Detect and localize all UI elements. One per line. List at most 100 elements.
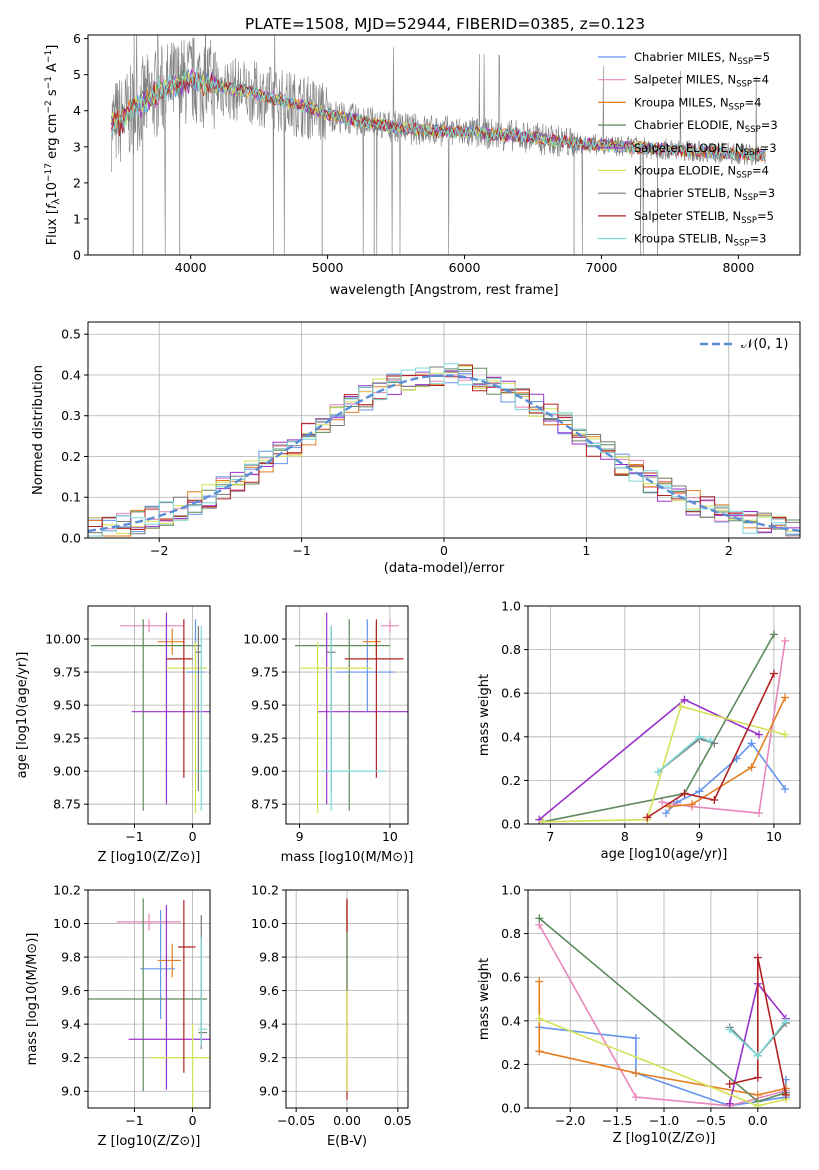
y-tick-label: 9.00 xyxy=(251,764,279,779)
x-tick-label: 7 xyxy=(546,829,554,844)
data-point xyxy=(755,730,764,739)
y-tick-label: 10.2 xyxy=(251,883,279,898)
x-tick-label: 8 xyxy=(621,829,629,844)
legend: Chabrier MILES, NSSP=5 Salpeter MILES, NS… xyxy=(598,50,778,249)
data-point xyxy=(747,739,756,748)
axes-frame xyxy=(87,34,801,256)
y-tick-label: 9.4 xyxy=(259,1017,279,1032)
y-tick-label: 9.6 xyxy=(61,983,81,998)
plot-area xyxy=(295,612,408,814)
mass-weight-line-6 xyxy=(542,705,786,823)
histogram-8 xyxy=(88,364,800,536)
x-tick-label: −2.0 xyxy=(555,1113,585,1128)
legend-entry: Salpeter ELODIE, NSSP=3 xyxy=(634,141,777,158)
data-point xyxy=(631,1093,640,1102)
x-axis-label: Z [log10(Z/Z⊙)] xyxy=(98,1134,201,1149)
panel-age_vs_mass: 9 10 8.75 9.00 9.25 9.50 9.75 10.00 mass [log10(… xyxy=(243,605,414,865)
data-point xyxy=(781,730,790,739)
x-tick-label: −2 xyxy=(150,543,168,558)
x-tick-label: 0 xyxy=(189,829,197,844)
axes-frame xyxy=(527,605,801,825)
y-tick-label: 4 xyxy=(73,103,81,118)
x-tick-label: 6000 xyxy=(449,260,481,275)
x-tick-label: 0.05 xyxy=(384,1113,412,1128)
y-tick-label: 9.0 xyxy=(259,1084,279,1099)
data-point xyxy=(695,732,704,741)
panel-mass_weight_vs_age: 7 8 9 10 0.0 0.2 0.4 0.6 0.8 1.0 age [log10(age/yr… xyxy=(477,599,801,862)
y-tick-label: 0.1 xyxy=(61,490,81,505)
data-point xyxy=(643,813,652,822)
legend-entry: Chabrier MILES, NSSP=5 xyxy=(634,50,770,67)
y-tick-label: 9.75 xyxy=(53,665,81,680)
x-tick-label: −1 xyxy=(292,543,310,558)
axes-frame xyxy=(87,605,211,825)
data-point xyxy=(676,702,685,711)
mass-weight-line-8 xyxy=(646,673,775,819)
legend-entry: 𝒩(0, 1) xyxy=(741,337,788,352)
y-tick-label: 10.0 xyxy=(251,916,279,931)
x-axis-label: E(B-V) xyxy=(327,1134,367,1149)
y-axis-label: mass weight xyxy=(477,958,492,1040)
data-point xyxy=(535,914,544,923)
y-tick-label: 0.2 xyxy=(501,773,521,788)
mass-weight-line-3 xyxy=(538,981,787,1096)
y-tick-label: 9.50 xyxy=(251,698,279,713)
x-axis-label: mass [log10(M/M⊙)] xyxy=(281,850,414,865)
data-point xyxy=(706,737,715,746)
plot-area xyxy=(88,363,800,537)
y-tick-label: 0 xyxy=(73,248,81,263)
y-axis-label: mass [log10(M/M⊙)] xyxy=(25,933,40,1066)
legend-entry: Kroupa STELIB, NSSP=3 xyxy=(634,232,766,249)
data-point xyxy=(661,809,670,818)
y-tick-label: 0.6 xyxy=(501,970,521,985)
y-tick-label: 0.6 xyxy=(501,686,521,701)
data-point xyxy=(535,1014,544,1023)
x-axis-label: Z [log10(Z/Z⊙)] xyxy=(613,1131,716,1146)
x-tick-label: 7000 xyxy=(586,260,618,275)
data-point xyxy=(710,796,719,805)
y-tick-label: 1.0 xyxy=(501,599,521,614)
x-tick-label: −0.05 xyxy=(277,1113,315,1128)
x-tick-label: 1 xyxy=(582,543,590,558)
x-tick-label: 0.00 xyxy=(333,1113,361,1128)
panel-mass_vs_ebv: −0.05 0.00 0.05 9.0 9.2 9.4 9.6 9.8 10.0 10.2 E(B-… xyxy=(251,883,412,1150)
data-point xyxy=(781,1016,790,1025)
y-tick-label: 8.75 xyxy=(53,797,81,812)
x-tick-label: 4000 xyxy=(175,260,207,275)
axes-frame xyxy=(285,889,409,1109)
x-axis-label: age [log10(age/yr)] xyxy=(601,847,728,862)
x-tick-label: −0.5 xyxy=(696,1113,726,1128)
y-tick-label: 9.8 xyxy=(259,950,279,965)
y-tick-label: 9.25 xyxy=(53,731,81,746)
data-point xyxy=(538,817,547,824)
legend-entry: Kroupa MILES, NSSP=4 xyxy=(634,95,761,112)
mass-weight-line-2 xyxy=(661,640,786,814)
panel-residuals: −2 −1 0 1 2 0.0 0.1 0.2 0.3 0.4 0.5 𝒩(0, 1) (data-mo… xyxy=(31,321,801,576)
data-point xyxy=(769,630,778,639)
y-tick-label: 8.75 xyxy=(251,797,279,812)
plot-area xyxy=(88,898,210,1108)
y-tick-label: 10.00 xyxy=(243,632,279,647)
panel-mass_vs_Z: −1 0 9.0 9.2 9.4 9.6 9.8 10.0 10.2 Z [log10(Z/Z⊙)… xyxy=(25,883,211,1149)
plot-area xyxy=(110,35,766,255)
y-axis-label: age [log10(age/yr)] xyxy=(15,652,30,779)
y-axis-label: mass weight xyxy=(477,674,492,756)
gaussian-curve xyxy=(88,374,800,533)
x-tick-label: 0 xyxy=(189,1113,197,1128)
y-tick-label: 0.8 xyxy=(501,642,521,657)
y-tick-label: 9.2 xyxy=(259,1050,279,1065)
data-point xyxy=(753,1073,762,1082)
x-tick-label: 2 xyxy=(725,543,733,558)
y-tick-label: 9.2 xyxy=(61,1050,81,1065)
x-tick-label: −1.5 xyxy=(602,1113,632,1128)
data-point xyxy=(781,636,790,645)
data-point xyxy=(680,695,689,704)
y-axis-label: Flux [fλ10−17 erg cm−2 s−1 A−1] xyxy=(44,45,62,246)
y-tick-label: 0.0 xyxy=(61,531,81,546)
y-tick-label: 2 xyxy=(73,175,81,190)
axes-frame xyxy=(527,889,801,1109)
y-tick-label: 0.3 xyxy=(61,408,81,423)
data-point xyxy=(535,977,544,986)
legend-entry: Chabrier STELIB, NSSP=3 xyxy=(634,186,775,203)
